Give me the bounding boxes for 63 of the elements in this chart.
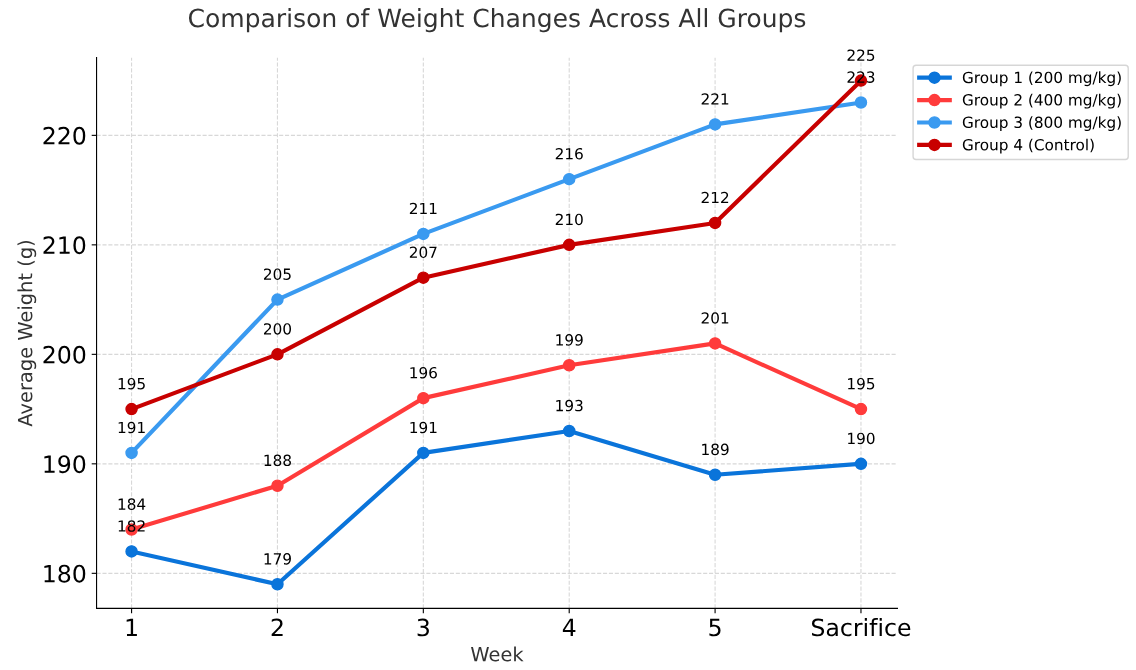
point <box>708 337 722 350</box>
point <box>854 96 868 109</box>
point <box>854 402 868 416</box>
point <box>271 479 284 492</box>
point <box>417 227 430 241</box>
data-label: 200 <box>263 323 292 335</box>
data-label: 182 <box>118 520 145 532</box>
data-label: 216 <box>555 147 583 160</box>
point <box>562 172 576 186</box>
point <box>562 359 576 372</box>
legend-label: Group 3 (800 mg/kg) <box>962 116 1121 132</box>
point <box>271 578 284 591</box>
legend-label: Group 2 (400 mg/kg) <box>962 93 1121 109</box>
data-label: 201 <box>701 312 729 324</box>
x-axis-title: Week <box>471 646 524 662</box>
y-tick-label: 220 <box>43 126 86 145</box>
data-label: 210 <box>555 213 583 226</box>
x-tick-label: 1 <box>126 618 137 637</box>
point <box>125 545 138 558</box>
point <box>417 271 430 284</box>
point <box>708 216 722 230</box>
point <box>562 424 576 438</box>
y-tick-label: 190 <box>44 455 86 474</box>
y-axis-title: Average Weight (g) <box>17 240 37 427</box>
point <box>562 238 576 252</box>
data-label: 207 <box>409 246 437 259</box>
point <box>271 348 284 361</box>
data-label: 199 <box>556 334 583 346</box>
data-label: 193 <box>556 399 583 412</box>
point <box>708 118 722 131</box>
data-label: 195 <box>118 377 145 390</box>
y-tick-label: 180 <box>44 564 86 583</box>
data-label: 184 <box>118 498 146 510</box>
data-label: 189 <box>702 443 729 456</box>
data-label: 225 <box>847 49 875 61</box>
point <box>271 293 284 306</box>
x-tick-label: Sacrifice <box>811 618 911 637</box>
data-label: 179 <box>264 553 291 565</box>
point <box>417 446 430 460</box>
data-label: 205 <box>263 268 291 280</box>
data-label: 196 <box>410 366 437 379</box>
data-label: 195 <box>848 377 875 390</box>
x-tick-label: 4 <box>562 618 576 637</box>
point <box>125 446 138 460</box>
point <box>417 391 430 405</box>
data-label: 190 <box>848 432 875 445</box>
point <box>125 402 138 416</box>
x-tick-label: 2 <box>271 618 283 637</box>
legend-label: Group 4 (Control) <box>962 138 1094 154</box>
y-tick-label: 210 <box>43 236 86 255</box>
data-label: 188 <box>264 454 291 467</box>
chart-title: Comparison of Weight Changes Across All Groups <box>188 8 806 33</box>
data-label: 191 <box>410 421 437 434</box>
data-label: 212 <box>701 191 729 204</box>
x-tick-label: 5 <box>709 618 721 637</box>
data-label: 211 <box>409 202 437 215</box>
y-tick-label: 200 <box>43 345 86 364</box>
point <box>854 457 868 471</box>
data-label: 191 <box>118 421 145 434</box>
point <box>708 468 722 482</box>
data-label: 221 <box>701 93 729 105</box>
x-tick-label: 3 <box>417 618 429 637</box>
legend-label: Group 1 (200 mg/kg) <box>962 71 1121 87</box>
